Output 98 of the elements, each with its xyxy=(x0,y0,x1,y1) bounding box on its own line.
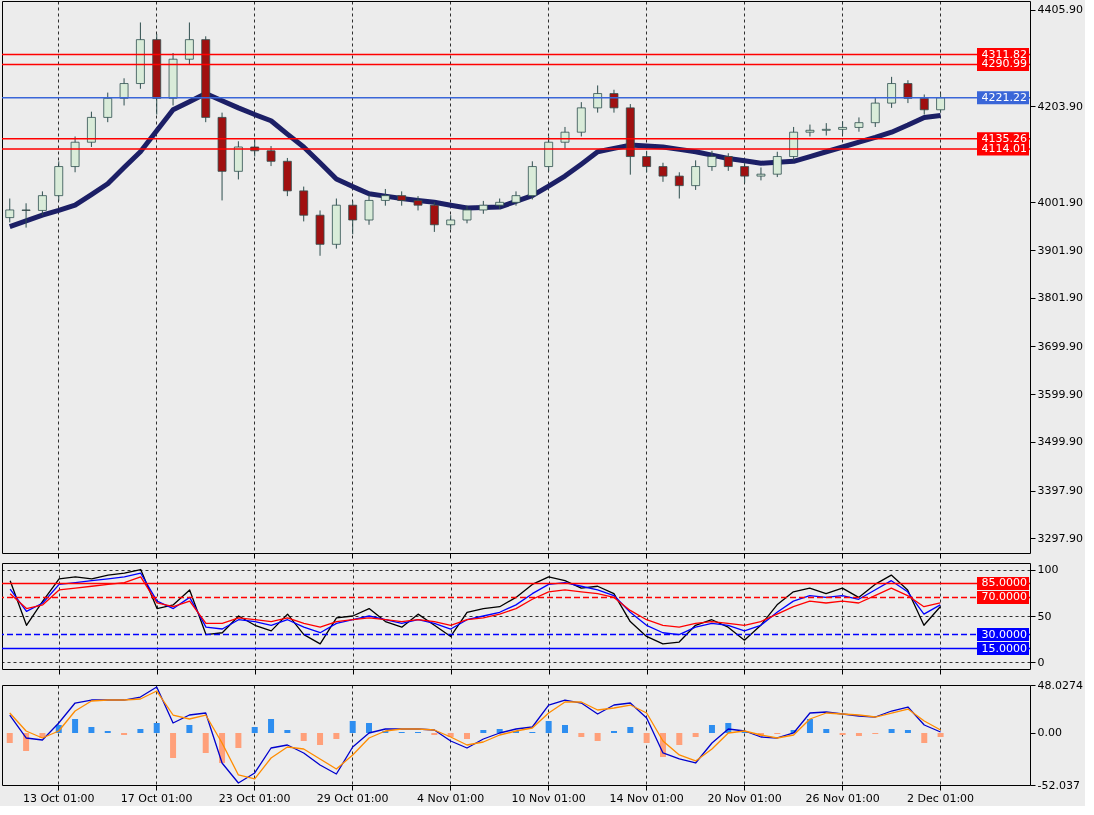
bar xyxy=(186,725,193,733)
y-tick-label: -52.037 xyxy=(1037,778,1080,792)
bar xyxy=(888,729,895,733)
candlestick xyxy=(642,150,652,173)
x-tick-label: 20 Nov 01:00 xyxy=(707,791,782,805)
candlestick xyxy=(903,79,913,104)
candlestick xyxy=(348,200,358,235)
candlestick xyxy=(919,94,929,116)
candlestick xyxy=(364,194,374,226)
bar xyxy=(88,727,95,733)
candlestick xyxy=(854,116,864,133)
candlestick xyxy=(936,93,945,114)
candlestick xyxy=(772,151,782,178)
ref-line-label: 4221.22 xyxy=(981,90,1027,104)
x-tick-label: 23 Oct 01:00 xyxy=(218,791,291,805)
ref-line-label: 30.0000 xyxy=(981,627,1027,641)
bar xyxy=(235,733,242,748)
candlestick xyxy=(5,198,15,223)
candlestick xyxy=(511,190,521,207)
candlestick xyxy=(887,76,896,109)
candlestick xyxy=(691,159,701,191)
candlestick xyxy=(413,195,423,211)
bar xyxy=(464,733,471,739)
y-tick-label: 4203.90 xyxy=(1037,99,1083,113)
x-tick-label: 17 Oct 01:00 xyxy=(120,791,193,805)
bar xyxy=(333,733,340,739)
bar xyxy=(545,721,552,733)
y-tick-label: 0.00 xyxy=(1037,726,1062,740)
bar xyxy=(268,719,275,733)
candlestick xyxy=(103,92,113,123)
candlestick xyxy=(184,21,194,66)
x-tick-label: 26 Nov 01:00 xyxy=(805,791,880,805)
y-tick-label: 3397.90 xyxy=(1037,484,1083,498)
y-tick-label: 3297.90 xyxy=(1037,531,1083,545)
x-tick-label: 13 Oct 01:00 xyxy=(22,791,95,805)
y-tick-label: 4001.90 xyxy=(1037,195,1083,209)
y-tick-label: 3699.90 xyxy=(1037,339,1083,353)
bar xyxy=(855,733,862,736)
y-tick-label: 48.0274 xyxy=(1037,678,1083,692)
candlestick xyxy=(674,171,684,200)
bar xyxy=(6,733,13,743)
x-tick-label: 2 Dec 01:00 xyxy=(907,791,975,805)
bar xyxy=(72,719,79,733)
bar xyxy=(708,725,715,733)
x-tick-label: 10 Nov 01:00 xyxy=(511,791,586,805)
bar xyxy=(202,733,209,753)
bar xyxy=(594,733,601,741)
bar xyxy=(349,721,356,733)
candlestick xyxy=(740,162,750,184)
candlestick xyxy=(805,124,815,137)
bar xyxy=(643,733,650,743)
ref-line-label: 70.0000 xyxy=(981,590,1027,604)
bar xyxy=(480,730,487,733)
ref-line-label: 85.0000 xyxy=(981,576,1027,590)
bar xyxy=(806,719,813,733)
bar xyxy=(937,733,944,737)
candlestick xyxy=(609,89,619,114)
bar xyxy=(23,733,30,751)
candlestick xyxy=(266,145,276,167)
y-tick-label: 4405.90 xyxy=(1037,3,1083,17)
ref-line-label: 15.0000 xyxy=(981,641,1027,655)
bar xyxy=(904,730,911,733)
candlestick xyxy=(707,150,717,172)
bar xyxy=(317,733,324,745)
bar xyxy=(578,733,585,737)
candlestick xyxy=(119,77,129,106)
x-tick-label: 4 Nov 01:00 xyxy=(417,791,485,805)
y-tick-label: 3901.90 xyxy=(1037,243,1083,257)
bar xyxy=(823,729,830,733)
ref-line-label: 4290.99 xyxy=(981,57,1027,71)
bar xyxy=(284,730,291,733)
candlestick xyxy=(821,122,831,137)
bar xyxy=(251,727,258,733)
bar xyxy=(561,725,568,733)
y-tick-label: 100 xyxy=(1037,563,1059,577)
bar xyxy=(137,729,144,733)
candlestick xyxy=(21,202,31,229)
candlestick xyxy=(593,84,603,114)
y-tick-label: 3499.90 xyxy=(1037,435,1083,449)
candlestick xyxy=(756,167,766,181)
bar xyxy=(627,727,634,733)
bar xyxy=(366,723,373,733)
y-tick-label: 3801.90 xyxy=(1037,291,1083,305)
y-tick-label: 0 xyxy=(1037,655,1045,669)
bar xyxy=(692,733,699,737)
bar xyxy=(676,733,683,745)
bar xyxy=(300,733,307,741)
bar xyxy=(153,723,160,733)
bar xyxy=(921,733,928,743)
candlestick xyxy=(38,190,47,216)
candlestick xyxy=(658,162,668,183)
y-tick-label: 3599.90 xyxy=(1037,387,1083,401)
x-tick-label: 14 Nov 01:00 xyxy=(609,791,684,805)
x-tick-label: 29 Oct 01:00 xyxy=(316,791,389,805)
candlestick xyxy=(870,96,880,128)
y-tick-label: 50 xyxy=(1037,609,1052,623)
candlestick xyxy=(429,201,439,233)
bar xyxy=(170,733,177,758)
